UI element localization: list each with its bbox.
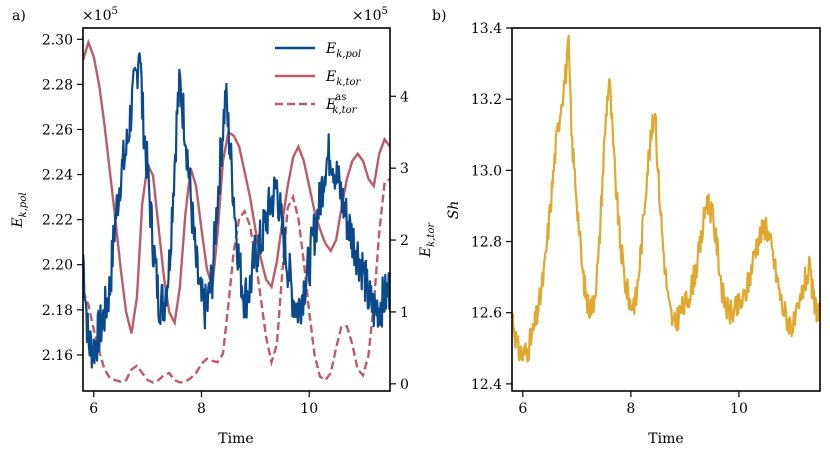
x-tick-label: 8 xyxy=(197,401,206,417)
panel-a-frame xyxy=(82,27,391,392)
y-tick-label: 13.0 xyxy=(471,163,502,179)
panel-a-right-ticks: 0 1 2 3 4 xyxy=(390,89,409,393)
right-tick-label: 0 xyxy=(400,377,409,393)
right-tick-label: 3 xyxy=(400,161,409,177)
y-tick-label: 2.28 xyxy=(42,77,73,93)
x-tick-label: 6 xyxy=(518,401,527,417)
panel-a-right-ylabel: Ek,tor xyxy=(418,222,437,259)
y-tick-label: 2.30 xyxy=(42,32,73,48)
panel-b-label: b) xyxy=(432,8,446,24)
x-tick-label: 10 xyxy=(300,401,318,417)
left-scale-label: ×105 xyxy=(82,6,118,24)
right-tick-label: 2 xyxy=(400,233,409,249)
y-tick-label: 13.4 xyxy=(471,21,502,37)
panel-b-series xyxy=(512,34,820,363)
series-line-ek-tor xyxy=(83,38,390,334)
panel-a-x-ticks: 6 8 10 xyxy=(89,391,318,417)
x-tick-label: 6 xyxy=(89,401,98,417)
panel-b-ylabel: Sh xyxy=(446,201,462,220)
y-tick-label: 12.6 xyxy=(471,306,502,322)
right-tick-label: 4 xyxy=(400,89,409,105)
panel-a-xlabel: Time xyxy=(218,431,253,447)
series-line-ek-pol xyxy=(83,52,390,369)
y-tick-label: 2.22 xyxy=(42,213,73,229)
panel-b-y-ticks: 12.4 12.6 12.8 13.0 13.2 13.4 xyxy=(471,21,512,393)
legend-label-tor: Ek,tor xyxy=(325,69,362,88)
panel-a-series xyxy=(83,38,390,384)
legend-label-tor-as: Eas k,tor xyxy=(325,92,358,116)
y-tick-label: 12.8 xyxy=(471,235,502,251)
legend: Ek,pol Ek,tor Eas k,tor xyxy=(275,41,362,116)
right-scale-label: ×105 xyxy=(352,6,388,24)
y-tick-label: 2.26 xyxy=(42,122,73,138)
panel-b: 6 8 10 12.4 12.6 12.8 13.0 13.2 13.4 Time Sh xyxy=(446,21,821,447)
right-tick-label: 1 xyxy=(400,305,409,321)
x-tick-label: 8 xyxy=(626,401,635,417)
series-line-sh xyxy=(512,34,820,363)
panel-a-left-ticks: 2.16 2.18 2.20 2.22 2.24 2.26 2.28 2.30 xyxy=(42,32,83,364)
x-tick-label: 10 xyxy=(730,401,748,417)
legend-label-pol: Ek,pol xyxy=(325,41,361,60)
panel-b-x-ticks: 6 8 10 xyxy=(518,391,748,417)
panel-b-xlabel: Time xyxy=(648,431,683,447)
y-tick-label: 2.18 xyxy=(42,303,73,319)
y-tick-label: 13.2 xyxy=(471,92,502,108)
panel-b-frame xyxy=(511,27,821,392)
y-tick-label: 2.20 xyxy=(42,258,73,274)
y-tick-label: 2.16 xyxy=(42,348,73,364)
panel-a-label: a) xyxy=(12,8,26,24)
y-tick-label: 2.24 xyxy=(42,168,73,184)
y-tick-label: 12.4 xyxy=(471,377,502,393)
panel-a: 6 8 10 2.16 2.18 2.20 2.22 2.24 2.26 2.28 2.30 0 1… xyxy=(10,27,437,447)
panel-a-left-ylabel: Ek,pol xyxy=(10,192,29,228)
